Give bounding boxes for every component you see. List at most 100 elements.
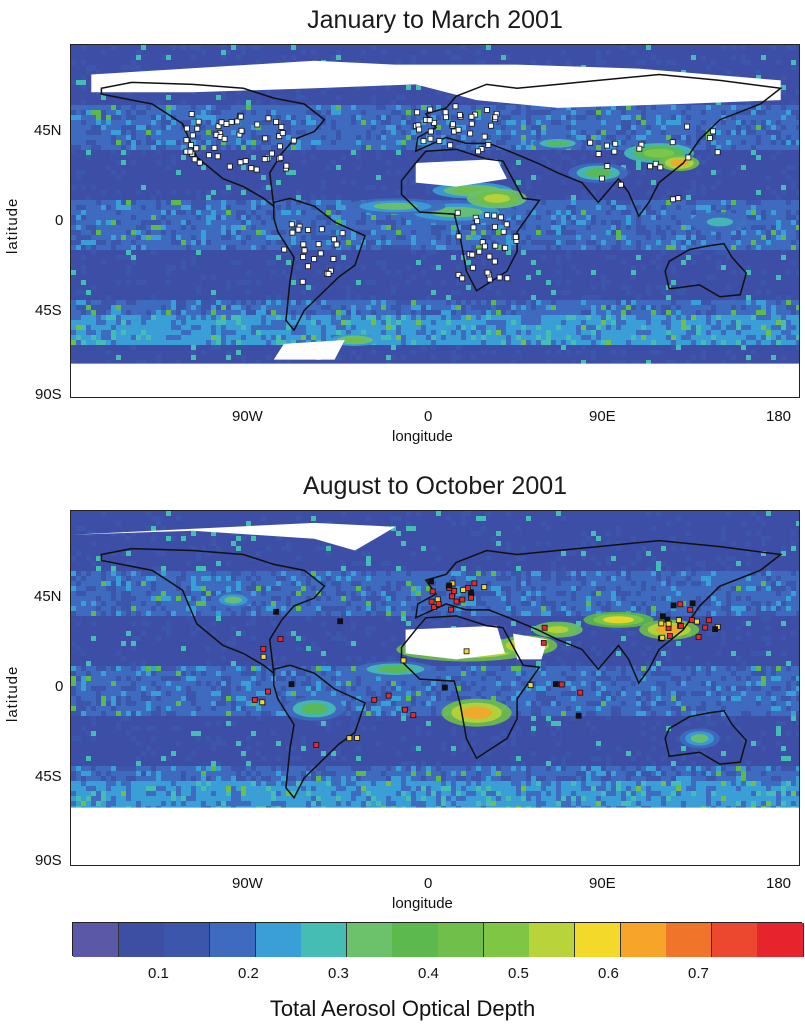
aod-cell	[626, 120, 631, 125]
aod-cell	[306, 330, 311, 335]
aod-cell	[736, 120, 741, 125]
aod-cell	[126, 140, 131, 145]
aod-cell	[311, 220, 316, 225]
aod-cell	[786, 140, 791, 145]
aod-cell	[466, 225, 471, 230]
aod-cell	[151, 215, 156, 220]
aod-cell	[631, 230, 636, 235]
aod-cell	[491, 220, 496, 225]
aod-cell	[566, 320, 571, 325]
aod-cell	[486, 325, 491, 330]
aod-cell	[361, 320, 366, 325]
aod-cell	[351, 310, 356, 315]
aod-cell	[541, 330, 546, 335]
aod-cell	[326, 140, 331, 145]
aod-cell	[81, 115, 86, 120]
aod-cell	[606, 340, 611, 345]
aod-cell	[496, 305, 501, 310]
aod-cell	[781, 85, 786, 90]
aod-cell	[216, 105, 221, 110]
aod-cell	[506, 305, 511, 310]
aod-cell	[156, 320, 161, 325]
aod-cell	[521, 130, 526, 135]
aod-cell	[666, 235, 671, 240]
aod-cell	[481, 125, 486, 130]
aod-cell	[631, 360, 636, 365]
aod-cell	[796, 135, 799, 140]
aod-cell	[621, 120, 626, 125]
aod-cell	[141, 150, 146, 155]
aod-cell	[506, 300, 511, 305]
aod-cell	[716, 140, 721, 145]
aod-cell	[526, 115, 531, 120]
aod-cell	[721, 265, 726, 270]
aod-cell	[176, 320, 181, 325]
aod-cell	[726, 305, 731, 310]
aod-cell	[491, 140, 496, 145]
aod-cell	[491, 230, 496, 235]
aod-cell	[261, 130, 266, 135]
aod-cell	[646, 360, 651, 365]
aod-cell	[316, 220, 321, 225]
aod-cell	[466, 230, 471, 235]
aod-cell	[161, 55, 166, 60]
aod-cell	[796, 325, 799, 330]
aod-cell	[231, 200, 236, 205]
aod-cell	[756, 140, 761, 145]
aod-cell	[601, 325, 606, 330]
aod-cell	[171, 220, 176, 225]
aod-cell	[296, 195, 301, 200]
aod-cell	[656, 210, 661, 215]
aod-cell	[791, 200, 796, 205]
aod-cell	[596, 235, 601, 240]
aod-cell	[241, 310, 246, 315]
aod-cell	[531, 325, 536, 330]
aod-cell	[696, 200, 701, 205]
aod-cell	[761, 125, 766, 130]
aod-cell	[491, 105, 496, 110]
aod-cell	[136, 190, 141, 195]
aod-cell	[386, 105, 391, 110]
aod-cell	[376, 120, 381, 125]
aod-cell	[156, 200, 161, 205]
aod-cell	[211, 345, 216, 350]
aod-cell	[366, 305, 371, 310]
aod-cell	[196, 285, 201, 290]
aod-cell	[746, 330, 751, 335]
aod-cell	[396, 235, 401, 240]
aod-cell	[111, 305, 116, 310]
aod-cell	[626, 105, 631, 110]
aod-cell	[506, 245, 511, 250]
aod-cell	[361, 135, 366, 140]
aod-cell	[86, 105, 91, 110]
aod-cell	[631, 120, 636, 125]
aod-cell	[631, 215, 636, 220]
aod-cell	[751, 135, 756, 140]
aod-cell	[616, 140, 621, 145]
aod-cell	[171, 120, 176, 125]
aod-cell	[331, 245, 336, 250]
aod-cell	[231, 260, 236, 265]
aod-cell	[786, 340, 791, 345]
aod-cell	[481, 260, 486, 265]
aod-cell	[511, 140, 516, 145]
aod-cell	[391, 145, 396, 150]
aod-cell	[71, 225, 76, 230]
aod-cell	[251, 330, 256, 335]
aod-cell	[186, 110, 191, 115]
aod-cell	[411, 340, 416, 345]
aod-cell	[751, 245, 756, 250]
aod-cell	[671, 245, 676, 250]
aod-cell	[581, 215, 586, 220]
aod-cell	[501, 240, 506, 245]
aod-cell	[296, 140, 301, 145]
aod-cell	[236, 315, 241, 320]
aod-cell	[146, 205, 151, 210]
aod-cell	[691, 130, 696, 135]
aod-cell	[521, 330, 526, 335]
aod-cell	[576, 300, 581, 305]
aod-cell	[126, 240, 131, 245]
aod-cell	[681, 320, 686, 325]
aod-cell	[346, 135, 351, 140]
aod-cell	[266, 260, 271, 265]
